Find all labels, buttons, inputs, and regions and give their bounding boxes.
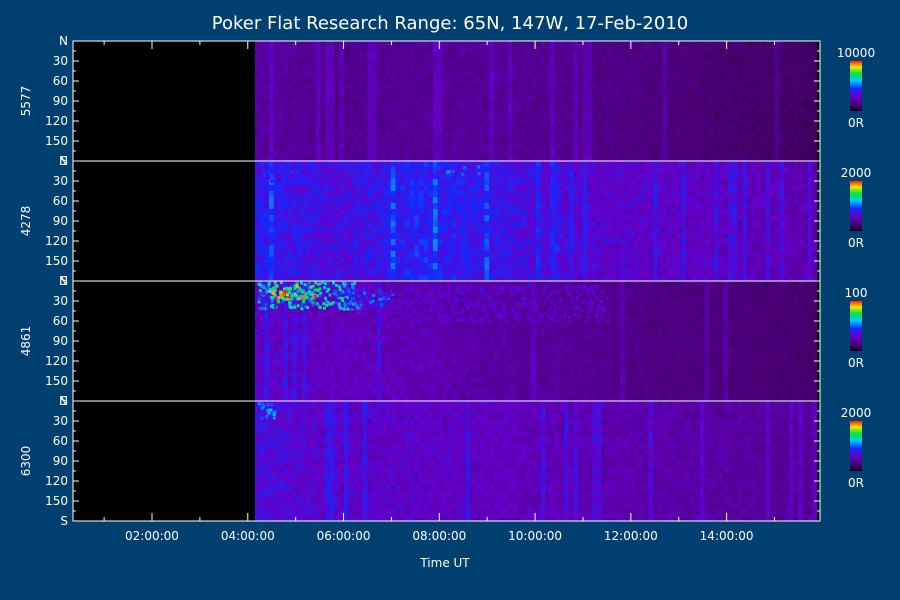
emission-field-5577: [254, 41, 818, 162]
panel-label-6300: 6300: [19, 446, 33, 477]
y-tick-label: 60: [53, 434, 68, 448]
y-tick-label: S: [60, 394, 68, 408]
y-tick-label: 30: [53, 54, 68, 68]
colorbar-min-label: 0R: [848, 356, 864, 370]
x-tick-label: 04:00:00: [221, 529, 275, 543]
x-axis: 02:00:00 04:00:00 06:00:00 08:00:00 10:00:00…: [103, 41, 776, 543]
colorbar-min-label: 0R: [848, 116, 864, 130]
x-tick-label: 10:00:00: [508, 529, 562, 543]
colorbar-max-label: 100: [845, 286, 868, 300]
panel-6300: N 30 60 90 120 150 S 6300 2000 0R: [19, 394, 871, 528]
y-tick-label: N: [59, 154, 68, 168]
y-tick-label: 120: [45, 354, 68, 368]
y-tick-label: 60: [53, 194, 68, 208]
y-tick-label: 150: [45, 374, 68, 388]
y-tick-label: N: [59, 394, 68, 408]
y-tick-label: S: [60, 274, 68, 288]
x-tick-label: 08:00:00: [412, 529, 466, 543]
y-tick-label: 120: [45, 234, 68, 248]
colorbar-6300: [850, 421, 862, 471]
y-tick-label: S: [60, 514, 68, 528]
y-tick-label: 60: [53, 74, 68, 88]
panel-5577: N 30 60 90 120 150 S 5577 10000 0R: [19, 34, 875, 168]
colorbar-min-label: 0R: [848, 476, 864, 490]
y-tick-label: N: [59, 34, 68, 48]
panel-4861: N 30 60 90 120 150 S 4861 100 0R: [19, 274, 867, 408]
emission-field-4861: [254, 281, 818, 402]
colorbar-max-label: 10000: [837, 46, 875, 60]
y-tick-label: 90: [53, 94, 68, 108]
colorbar-4278: [850, 181, 862, 231]
colorbar-5577: [850, 61, 862, 111]
x-tick-label: 06:00:00: [317, 529, 371, 543]
y-tick-label: S: [60, 154, 68, 168]
colorbar-max-label: 2000: [841, 406, 872, 420]
panel-4278: N 30 60 90 120 150 S 4278 2000 0R: [19, 154, 871, 288]
y-tick-label: 30: [53, 174, 68, 188]
colorbar-4861: [850, 301, 862, 351]
y-tick-label: 90: [53, 454, 68, 468]
x-axis-label: Time UT: [419, 556, 470, 570]
x-tick-label: 02:00:00: [125, 529, 179, 543]
panel-label-4861: 4861: [19, 326, 33, 357]
y-tick-label: 150: [45, 254, 68, 268]
y-tick-label: 90: [53, 334, 68, 348]
y-tick-label: 120: [45, 474, 68, 488]
emission-field-6300: [254, 401, 818, 522]
y-tick-label: 150: [45, 134, 68, 148]
x-tick-label: 14:00:00: [700, 529, 754, 543]
y-tick-label: 120: [45, 114, 68, 128]
panels: N 30 60 90 120 150 S 5577 10000 0R N 30 60 90 120 150 S 4…: [19, 34, 875, 528]
emission-field-4278: [254, 161, 818, 282]
y-tick-label: N: [59, 274, 68, 288]
y-tick-label: 150: [45, 494, 68, 508]
y-tick-label: 30: [53, 294, 68, 308]
panel-label-4278: 4278: [19, 206, 33, 237]
colorbar-min-label: 0R: [848, 236, 864, 250]
y-tick-label: 90: [53, 214, 68, 228]
y-tick-label: 30: [53, 414, 68, 428]
chart-title: Poker Flat Research Range: 65N, 147W, 17…: [212, 13, 688, 34]
colorbar-max-label: 2000: [841, 166, 872, 180]
x-tick-label: 12:00:00: [604, 529, 658, 543]
panel-label-5577: 5577: [19, 86, 33, 117]
y-tick-label: 60: [53, 314, 68, 328]
